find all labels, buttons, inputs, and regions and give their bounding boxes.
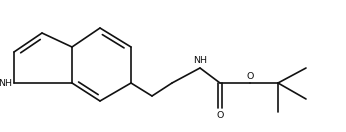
Text: NH: NH: [0, 79, 12, 88]
Text: O: O: [246, 72, 254, 81]
Text: NH: NH: [193, 56, 207, 65]
Text: O: O: [216, 111, 224, 120]
